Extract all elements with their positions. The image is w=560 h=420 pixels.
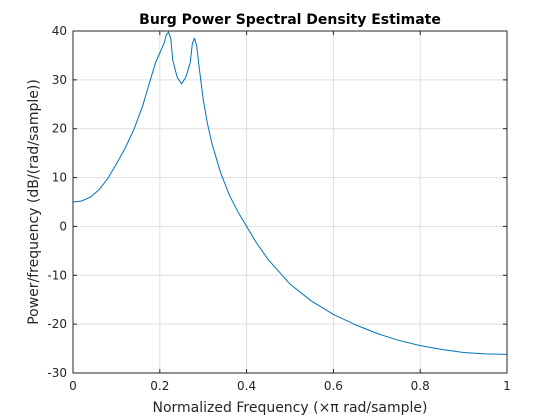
psd-line [72,31,508,355]
y-tick-label: 40 [52,24,67,38]
x-tick-label: 1 [503,379,511,393]
x-tick-label: 0.6 [324,379,343,393]
x-axis-label: Normalized Frequency (×π rad/sample) [153,400,428,416]
x-tick-label: 0.2 [150,379,169,393]
grid [73,31,507,373]
y-tick-label: -10 [47,268,67,282]
y-axis: -30 -20 -10 0 10 20 30 40 [47,24,507,380]
y-tick-label: 30 [52,73,67,87]
y-tick-label: -20 [47,317,67,331]
x-axis: 0 0.2 0.4 0.6 0.8 1 [69,31,511,393]
y-tick-label: -30 [47,366,67,380]
y-tick-label: 10 [52,171,67,185]
y-tick-label: 20 [52,122,67,136]
chart-title: Burg Power Spectral Density Estimate [139,12,441,28]
plot-frame [72,30,508,374]
y-tick-label: 0 [59,219,67,233]
x-tick-label: 0.8 [411,379,430,393]
x-tick-label: 0 [69,379,77,393]
x-tick-label: 0.4 [237,379,256,393]
plot-area [73,31,507,373]
series-layer [72,31,508,355]
y-axis-label: Power/frequency (dB/(rad/sample)) [26,79,42,325]
